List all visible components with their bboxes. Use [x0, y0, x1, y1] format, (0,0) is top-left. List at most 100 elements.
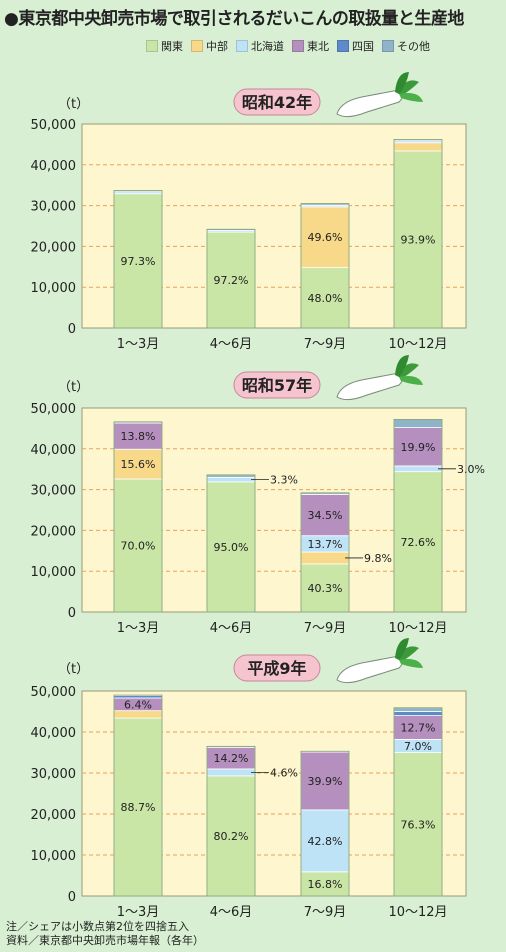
y-tick-label: 30,000: [31, 484, 77, 499]
legend-item-other: その他: [382, 38, 430, 54]
daikon-leaf: [395, 355, 409, 377]
daikon-root: [336, 89, 404, 118]
legend-label: 中部: [206, 40, 228, 53]
y-tick-label: 50,000: [31, 402, 77, 417]
bar-segment-東北: [113, 422, 163, 450]
bar-segment-その他: [393, 707, 443, 712]
data-label: 70.0%: [121, 539, 156, 552]
legend-swatch: [236, 40, 248, 52]
x-tick-label: 10〜12月: [388, 337, 447, 352]
notes: 注／シェアは小数点第2位を四捨五入 資料／東京都中央卸売市場年報（各年）: [6, 920, 204, 948]
bar-segment-関東: [113, 717, 163, 897]
y-tick-label: 20,000: [31, 524, 77, 539]
data-label: 13.7%: [308, 538, 343, 551]
legend-item-chubu: 中部: [191, 38, 228, 54]
bar-segment-中部: [113, 710, 163, 719]
chart-panel-3: 0 10,000 20,000 30,000 40,000 50,000 （t） 平成9年 88…: [31, 638, 467, 920]
bar-segment-中部: [300, 551, 350, 565]
legend-label: 関東: [161, 40, 183, 53]
y-tick-label: 0: [68, 606, 76, 621]
data-label: 39.9%: [308, 775, 343, 788]
legend-label: 東北: [307, 40, 329, 53]
y-tick-label: 0: [68, 890, 76, 905]
data-label: 3.0%: [457, 463, 485, 476]
y-tick-label: 40,000: [31, 159, 77, 174]
y-tick-label: 0: [68, 322, 76, 337]
legend-label: その他: [397, 40, 430, 53]
y-tick-label: 50,000: [31, 118, 77, 133]
y-tick-label: 30,000: [31, 200, 77, 215]
data-label: 95.0%: [214, 541, 249, 554]
x-tick-label: 4〜6月: [210, 621, 253, 636]
data-label: 16.8%: [308, 878, 343, 891]
period-title: 昭和42年: [242, 93, 312, 112]
daikon-leaf: [399, 376, 423, 385]
bar-segment-中部: [300, 206, 350, 269]
y-tick-label: 10,000: [31, 281, 77, 296]
period-title-pill: [233, 371, 321, 399]
daikon-leaf: [397, 80, 419, 96]
bar-outline: [206, 745, 256, 897]
data-label: 14.2%: [214, 752, 249, 765]
daikon-leaf: [397, 363, 419, 379]
data-label: 80.2%: [214, 830, 249, 843]
bar-segment-北海道: [300, 809, 350, 873]
y-tick-label: 20,000: [31, 808, 77, 823]
period-title: 昭和57年: [242, 376, 312, 395]
data-label: 4.6%: [270, 766, 298, 779]
data-label: 97.2%: [214, 274, 249, 287]
daikon-radish-icon: [336, 638, 423, 684]
bar-segment-四国: [393, 711, 443, 716]
legend-swatch: [292, 40, 304, 52]
bar-outline: [113, 421, 163, 613]
x-tick-label: 1〜3月: [117, 337, 160, 352]
x-tick-label: 7〜9月: [304, 337, 347, 352]
bar-outline: [300, 750, 350, 897]
bar-segment-関東: [206, 775, 256, 897]
data-label: 12.7%: [401, 721, 436, 734]
y-tick-label: 10,000: [31, 565, 77, 580]
bar-outline: [393, 139, 443, 329]
daikon-leaf: [399, 93, 423, 102]
bar-segment-関東: [113, 478, 163, 613]
data-label: 48.0%: [308, 292, 343, 305]
data-label: 15.6%: [121, 458, 156, 471]
data-label: 72.6%: [401, 536, 436, 549]
data-label: 19.9%: [401, 441, 436, 454]
bar-segment-関東: [300, 267, 350, 329]
legend-label: 北海道: [251, 40, 284, 53]
data-label: 42.8%: [308, 835, 343, 848]
x-tick-label: 7〜9月: [304, 621, 347, 636]
y-tick-label: 40,000: [31, 443, 77, 458]
bar-segment-中部: [393, 142, 443, 152]
note-rounding: 注／シェアは小数点第2位を四捨五入: [6, 920, 189, 933]
daikon-root: [336, 655, 404, 684]
y-axis-label: （t）: [58, 380, 89, 395]
daikon-root: [336, 372, 404, 401]
y-tick-label: 30,000: [31, 767, 77, 782]
bar-outline: [300, 203, 350, 329]
bar-segment-関東: [206, 481, 256, 613]
note-source: 資料／東京都中央卸売市場年報（各年）: [6, 934, 204, 947]
bar-segment-その他: [393, 419, 443, 428]
bar-segment-北海道: [393, 465, 443, 473]
x-tick-label: 7〜9月: [304, 905, 347, 920]
daikon-leaf: [395, 638, 409, 660]
data-label: 34.5%: [308, 509, 343, 522]
data-label: 49.6%: [308, 231, 343, 244]
legend: 関東 中部 北海道 東北 四国 その他: [146, 38, 430, 54]
bar-segment-北海道: [206, 476, 256, 483]
data-label: 76.3%: [401, 818, 436, 831]
bar-outline: [393, 707, 443, 897]
bar-outline: [113, 694, 163, 897]
data-label: 93.9%: [401, 233, 436, 246]
page-title: ●東京都中央卸売市場で取引されるだいこんの取扱量と生産地: [4, 9, 464, 29]
y-axis-label: （t）: [58, 97, 89, 112]
legend-item-hokkaido: 北海道: [236, 38, 284, 54]
chart-panel-1: 0 10,000 20,000 30,000 40,000 50,000 （t） 昭和42年 9…: [31, 72, 467, 352]
data-label: 9.8%: [364, 552, 392, 565]
bar-outline: [300, 492, 350, 613]
period-title-pill: [233, 654, 321, 682]
legend-swatch: [191, 40, 203, 52]
